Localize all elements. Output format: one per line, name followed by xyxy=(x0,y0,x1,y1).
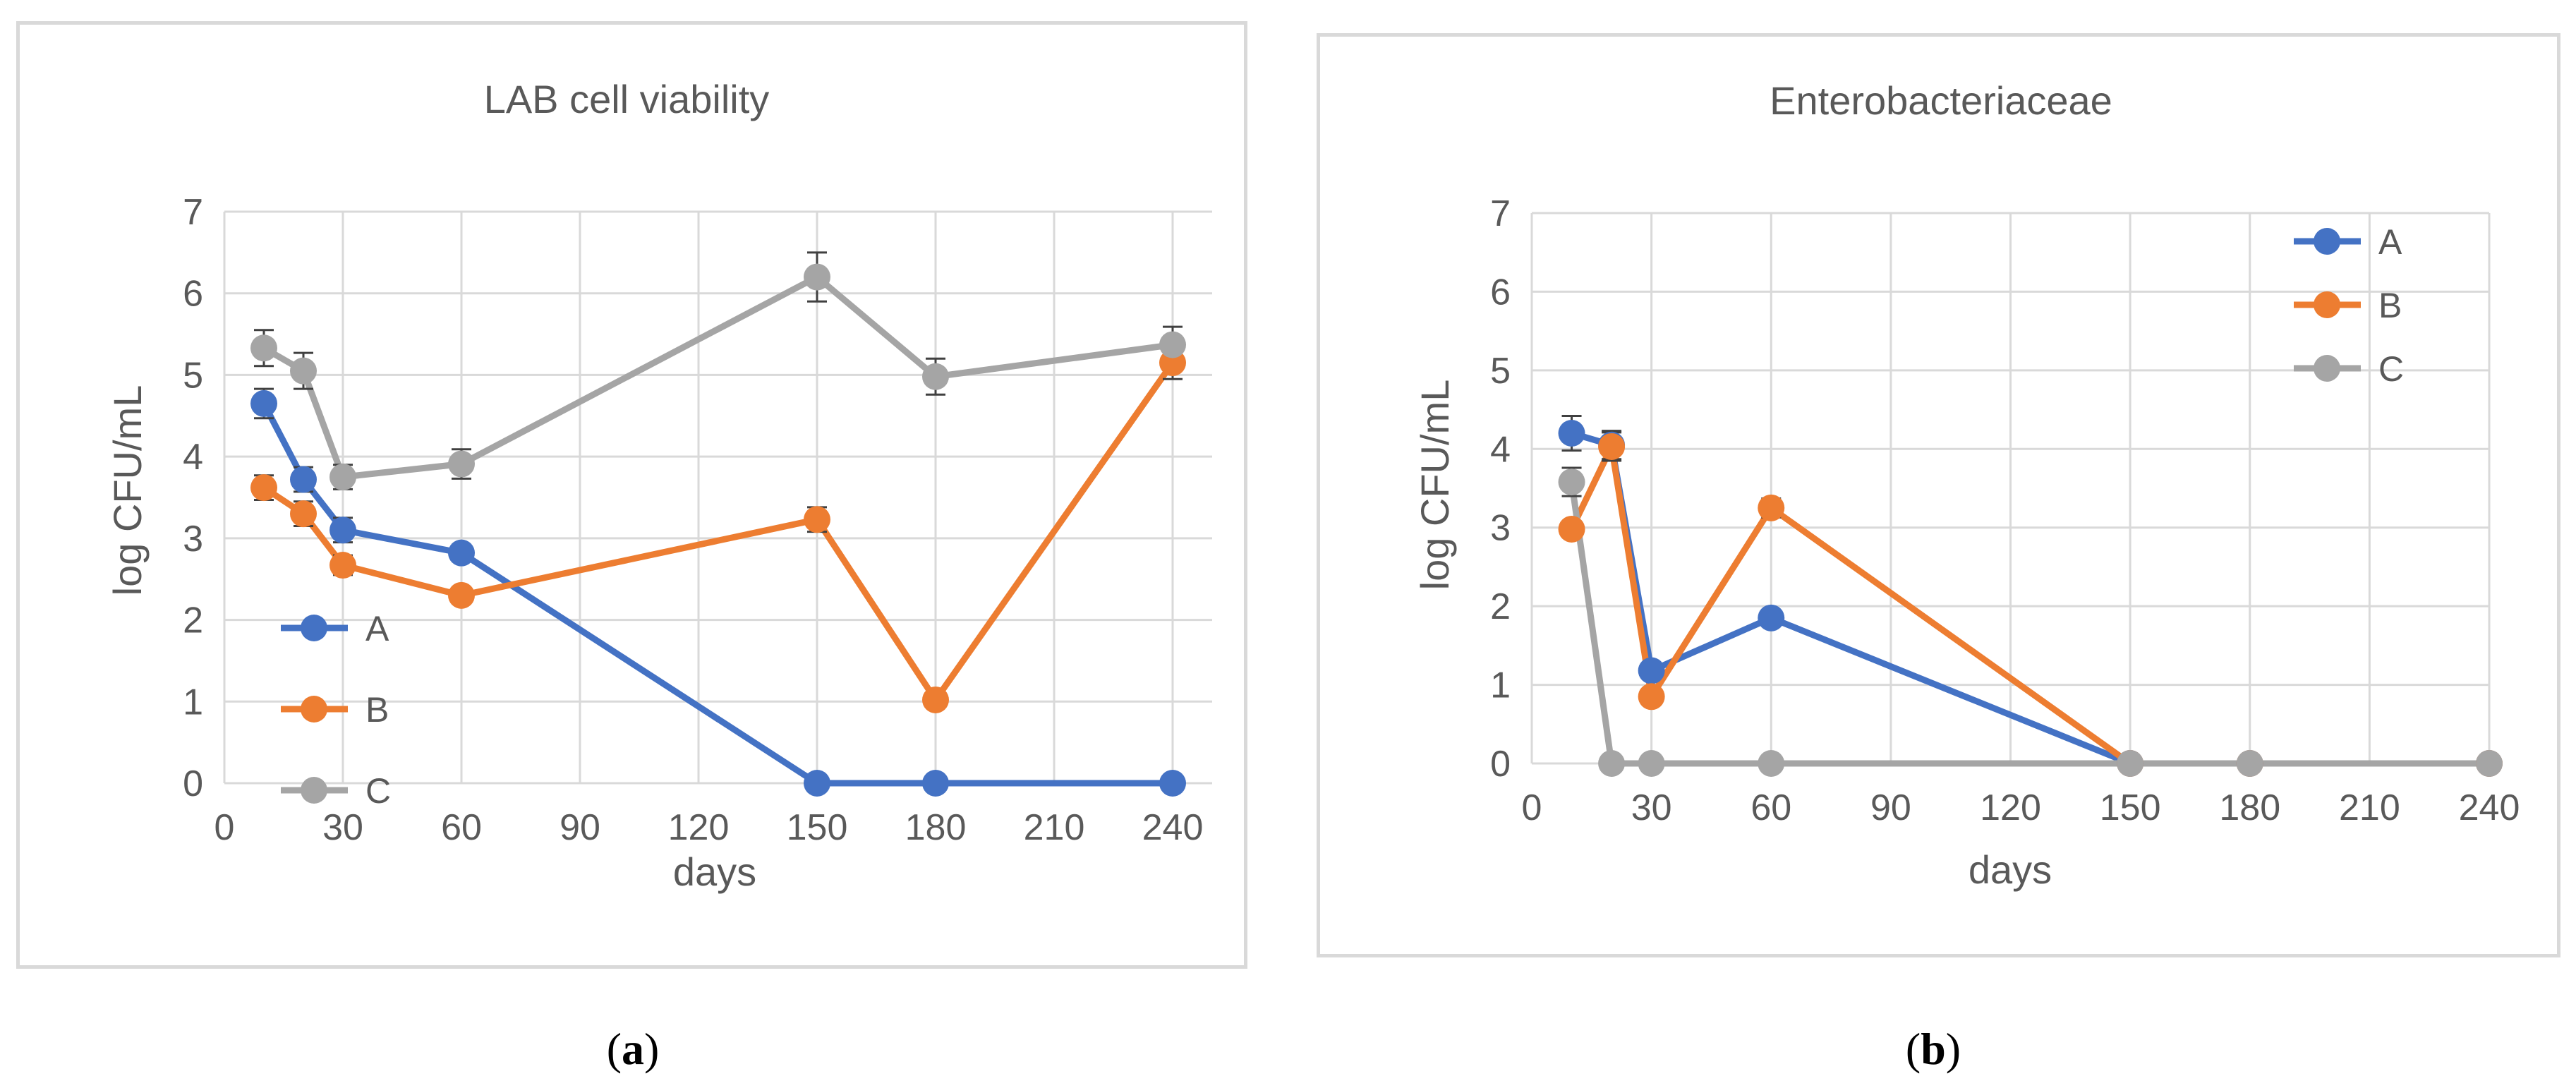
y-axis-label: log CFU/mL xyxy=(105,385,150,596)
x-tick-label: 120 xyxy=(1980,787,2041,828)
caption-b: (b) xyxy=(1905,1024,1961,1074)
chart-panel-b: 0 1 2 3 4 5 6 7 0 30 60 90 120 150 180 210 240 Enterobact… xyxy=(1317,33,2560,957)
data-point-C xyxy=(922,363,949,390)
caption-a: (a) xyxy=(606,1024,660,1074)
data-point-B xyxy=(804,506,830,533)
series-line-C xyxy=(262,274,1173,480)
legend-label-C: C xyxy=(2378,349,2404,389)
x-tick-label: 60 xyxy=(441,807,482,848)
x-axis-label: days xyxy=(1969,847,2052,892)
data-point-C xyxy=(1558,469,1585,496)
data-point-A xyxy=(1159,770,1186,797)
x-tick-label: 120 xyxy=(668,807,730,848)
x-tick-label: 210 xyxy=(1024,807,1085,848)
x-tick-label: 30 xyxy=(1631,787,1672,828)
x-tick-label: 30 xyxy=(322,807,363,848)
data-point-C xyxy=(2236,750,2263,777)
legend-label-B: B xyxy=(2378,286,2402,325)
y-axis-label: log CFU/mL xyxy=(1413,380,1457,591)
y-tick-label: 7 xyxy=(1490,193,1511,234)
y-tick-label: 0 xyxy=(183,763,203,804)
y-tick-label: 2 xyxy=(183,600,203,641)
legend-marker-A xyxy=(301,615,327,641)
x-tick-label: 150 xyxy=(2100,787,2161,828)
y-tick-label: 5 xyxy=(183,355,203,396)
data-point-C xyxy=(448,450,475,478)
legend-marker-B xyxy=(301,696,327,723)
x-tick-label: 240 xyxy=(1142,807,1204,848)
x-tick-label: 150 xyxy=(787,807,848,848)
x-tick-label: 240 xyxy=(2459,787,2520,828)
chart-title: Enterobacteriaceae xyxy=(1770,78,2112,123)
data-point-B xyxy=(329,552,356,579)
y-tick-label: 6 xyxy=(183,274,203,315)
data-point-C xyxy=(250,334,277,362)
x-tick-label: 90 xyxy=(560,807,600,848)
y-tick-label: 1 xyxy=(183,682,203,723)
x-tick-label: 0 xyxy=(1522,787,1542,828)
legend-label-C: C xyxy=(365,771,391,811)
y-tick-label: 0 xyxy=(1490,744,1511,785)
series-line-A xyxy=(261,401,1173,787)
y-tick-label: 1 xyxy=(1490,665,1511,706)
y-tick-label: 3 xyxy=(1490,508,1511,549)
y-tick-label: 6 xyxy=(1490,272,1511,313)
data-point-A xyxy=(804,770,830,797)
data-point-A xyxy=(1638,657,1665,684)
x-tick-label: 0 xyxy=(214,807,235,848)
caption-b-letter: b xyxy=(1921,1024,1946,1074)
data-point-A xyxy=(448,539,475,567)
data-point-B xyxy=(1598,433,1626,460)
data-point-A xyxy=(1758,604,1785,631)
data-point-C xyxy=(1598,750,1626,777)
data-point-C xyxy=(290,357,317,385)
data-point-A xyxy=(250,389,277,417)
data-point-B xyxy=(1638,683,1665,711)
chart-title: LAB cell viability xyxy=(484,77,770,121)
data-point-B xyxy=(1558,515,1585,543)
x-tick-label: 180 xyxy=(2219,787,2280,828)
data-point-C xyxy=(329,464,356,491)
data-point-A xyxy=(1558,420,1585,447)
legend-marker-C xyxy=(2314,355,2340,382)
caption-a-letter: a xyxy=(622,1024,644,1074)
y-tick-label: 7 xyxy=(183,192,203,233)
y-tick-label: 4 xyxy=(1490,429,1511,470)
data-point-B xyxy=(1758,494,1785,521)
data-point-C xyxy=(1758,750,1785,777)
y-tick-label: 2 xyxy=(1490,586,1511,627)
x-tick-label: 60 xyxy=(1750,787,1791,828)
x-tick-label: 180 xyxy=(905,807,967,848)
series-line-B xyxy=(1568,443,2489,767)
data-point-C xyxy=(1159,331,1186,358)
chart-panel-a: 0 1 2 3 4 5 6 7 0 30 60 90 120 150 180 210 240 LAB cell v… xyxy=(16,21,1247,969)
data-point-C xyxy=(804,263,830,291)
x-tick-label: 90 xyxy=(1870,787,1911,828)
chart-a: 0 1 2 3 4 5 6 7 0 30 60 90 120 150 180 210 240 LAB cell v… xyxy=(105,77,1212,894)
data-point-B xyxy=(448,581,475,609)
legend-marker-A xyxy=(2314,228,2340,255)
legend-marker-C xyxy=(301,777,327,804)
data-point-B xyxy=(250,474,277,502)
legend-label-A: A xyxy=(2378,222,2402,262)
legend-marker-B xyxy=(2314,291,2340,318)
x-tick-label: 210 xyxy=(2339,787,2400,828)
x-axis-label: days xyxy=(673,850,756,894)
data-point-C xyxy=(1638,750,1665,777)
series-line-B xyxy=(262,361,1175,703)
data-point-A xyxy=(329,516,356,544)
legend-label-B: B xyxy=(365,690,389,730)
data-point-A xyxy=(290,466,317,493)
y-tick-label: 4 xyxy=(183,437,203,478)
data-point-A xyxy=(922,770,949,797)
data-point-C xyxy=(2476,750,2503,777)
series-line-A xyxy=(1571,430,2489,767)
y-tick-label: 3 xyxy=(183,519,203,560)
legend-label-A: A xyxy=(365,609,389,648)
y-tick-label: 5 xyxy=(1490,351,1511,392)
data-point-B xyxy=(922,686,949,713)
data-point-B xyxy=(290,500,317,528)
data-point-C xyxy=(2117,750,2144,777)
chart-b: 0 1 2 3 4 5 6 7 0 30 60 90 120 150 180 210 240 Enterobact… xyxy=(1413,78,2520,892)
